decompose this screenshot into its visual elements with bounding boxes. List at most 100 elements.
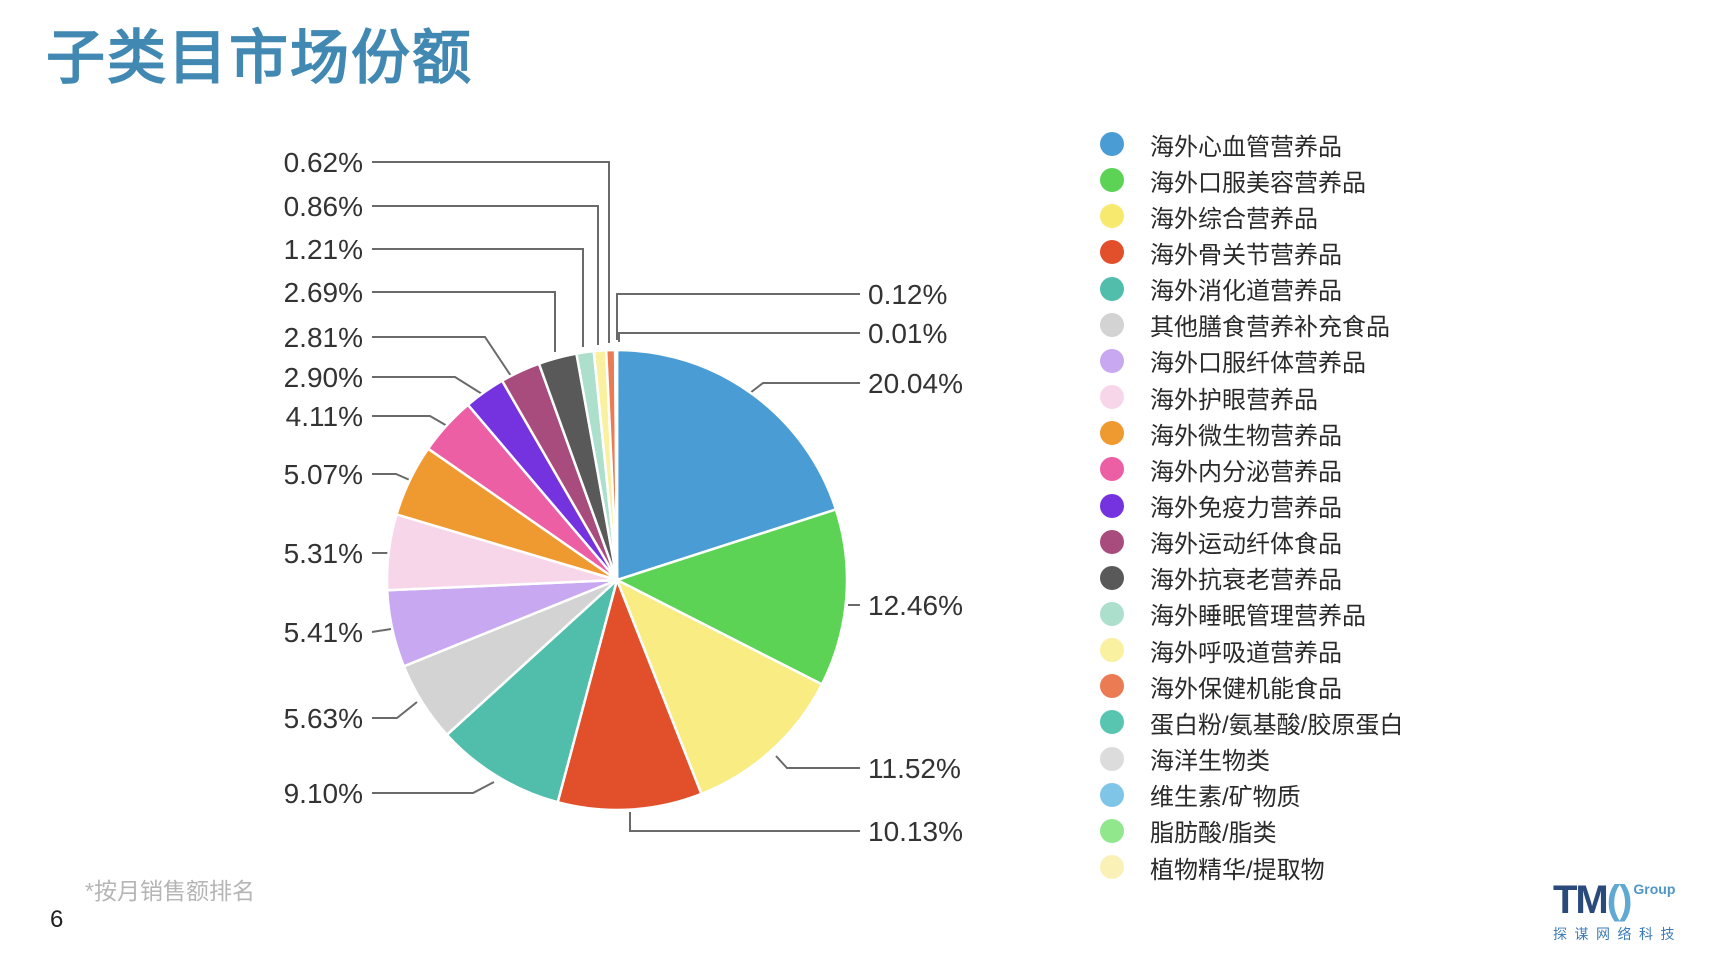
percent-label: 4.11% bbox=[286, 401, 363, 432]
legend-swatch-icon bbox=[1100, 168, 1124, 193]
legend-swatch-icon bbox=[1100, 601, 1124, 626]
legend-item-label: 海外抗衰老营养品 bbox=[1150, 567, 1342, 595]
callout-line bbox=[618, 332, 860, 342]
callout-line bbox=[372, 701, 418, 719]
legend-item: 海外睡眠管理营养品 bbox=[1100, 596, 1366, 632]
legend-item-label: 海外微生物营养品 bbox=[1150, 422, 1342, 450]
page-number: 6 bbox=[50, 906, 64, 933]
footnote: *按月销售额排名 bbox=[85, 878, 255, 904]
callout-line bbox=[775, 755, 860, 769]
legend-item-label: 维生素/矿物质 bbox=[1150, 784, 1301, 812]
legend-swatch-icon bbox=[1100, 674, 1124, 699]
percent-label: 2.81% bbox=[284, 322, 363, 353]
callout-line bbox=[372, 205, 599, 345]
callout-line bbox=[372, 161, 610, 343]
percent-label: 5.07% bbox=[284, 459, 363, 490]
legend-item: 植物精华/提取物 bbox=[1100, 849, 1325, 885]
legend-item: 维生素/矿物质 bbox=[1100, 777, 1301, 813]
pie-slices bbox=[385, 348, 849, 812]
legend-item: 海外抗衰老营养品 bbox=[1100, 560, 1342, 596]
legend-swatch-icon bbox=[1100, 782, 1124, 807]
percent-label: 5.63% bbox=[284, 703, 363, 734]
legend-item-label: 植物精华/提取物 bbox=[1150, 856, 1325, 884]
legend-item: 其他膳食营养补充食品 bbox=[1100, 307, 1390, 343]
callout-line bbox=[372, 376, 491, 400]
legend-swatch-icon bbox=[1100, 385, 1124, 410]
logo-group-text: Group bbox=[1633, 881, 1676, 897]
legend-swatch-icon bbox=[1100, 348, 1124, 373]
legend-item: 脂肪酸/脂类 bbox=[1100, 813, 1277, 849]
callout-line bbox=[372, 473, 413, 482]
legend-swatch-icon bbox=[1100, 132, 1124, 156]
legend-item-label: 海外口服美容营养品 bbox=[1150, 169, 1366, 197]
legend-item: 海外护眼营养品 bbox=[1100, 379, 1318, 415]
callout-line bbox=[372, 336, 520, 389]
callout-line bbox=[749, 382, 860, 394]
percent-label: 9.10% bbox=[284, 778, 363, 809]
percent-label: 0.86% bbox=[284, 191, 363, 222]
legend-swatch-icon bbox=[1100, 276, 1124, 301]
legend-item-label: 海外心血管营养品 bbox=[1150, 133, 1342, 161]
legend-item: 海外内分泌营养品 bbox=[1100, 451, 1342, 487]
legend-item: 海外心血管营养品 bbox=[1100, 126, 1342, 162]
legend-swatch-icon bbox=[1100, 565, 1124, 590]
legend-swatch-icon bbox=[1100, 204, 1124, 229]
legend-swatch-icon bbox=[1100, 746, 1124, 771]
legend-swatch-icon bbox=[1100, 312, 1124, 337]
legend-item-label: 海外内分泌营养品 bbox=[1150, 458, 1342, 486]
callout-line bbox=[629, 812, 860, 832]
logo-wordmark: TM () Group bbox=[1553, 878, 1723, 922]
legend-item-label: 海外综合营养品 bbox=[1150, 205, 1318, 233]
percent-label: 20.04% bbox=[868, 368, 963, 399]
pie-slice bbox=[556, 578, 703, 812]
pie-slice bbox=[615, 578, 824, 796]
legend-item-label: 脂肪酸/脂类 bbox=[1150, 820, 1277, 848]
legend-item-label: 海洋生物类 bbox=[1150, 748, 1270, 776]
legend-item: 海外口服美容营养品 bbox=[1100, 162, 1366, 198]
percent-label: 12.46% bbox=[868, 590, 963, 621]
callout-lines bbox=[371, 161, 860, 832]
legend-item: 海外微生物营养品 bbox=[1100, 415, 1342, 451]
legend: 海外心血管营养品 海外口服美容营养品 海外综合营养品 海外骨关节营养品 海外消化道营养品… bbox=[1100, 0, 1520, 966]
legend-item-label: 其他膳食营养补充食品 bbox=[1150, 314, 1390, 342]
legend-item-label: 海外呼吸道营养品 bbox=[1150, 639, 1342, 667]
callout-line bbox=[616, 293, 860, 340]
percent-label: 10.13% bbox=[868, 816, 963, 847]
percent-label: 0.12% bbox=[868, 279, 947, 310]
legend-swatch-icon bbox=[1100, 638, 1124, 663]
legend-swatch-icon bbox=[1100, 818, 1124, 843]
legend-item: 海外免疫力营养品 bbox=[1100, 488, 1342, 524]
percent-label: 2.69% bbox=[284, 277, 363, 308]
logo-tm-text: TM bbox=[1553, 878, 1609, 922]
legend-item: 蛋白粉/氨基酸/胶原蛋白 bbox=[1100, 704, 1403, 740]
percent-label: 0.62% bbox=[284, 147, 363, 178]
pie-slice bbox=[615, 348, 838, 582]
percent-label: 11.52% bbox=[868, 753, 961, 784]
legend-item-label: 海外运动纤体食品 bbox=[1150, 531, 1342, 559]
legend-swatch-icon bbox=[1100, 457, 1124, 482]
callout-line bbox=[372, 248, 584, 347]
legend-item: 海洋生物类 bbox=[1100, 741, 1270, 777]
legend-swatch-icon bbox=[1100, 855, 1124, 879]
page-title: 子类目市场份额 bbox=[46, 25, 474, 91]
callout-line bbox=[372, 415, 450, 428]
legend-item-label: 海外骨关节营养品 bbox=[1150, 241, 1342, 269]
legend-item-label: 海外睡眠管理营养品 bbox=[1150, 603, 1366, 631]
legend-swatch-icon bbox=[1100, 240, 1124, 265]
legend-item: 海外综合营养品 bbox=[1100, 198, 1318, 234]
percent-label: 5.31% bbox=[284, 538, 363, 569]
legend-swatch-icon bbox=[1100, 710, 1124, 735]
pie-slice bbox=[615, 508, 849, 686]
legend-item-label: 海外护眼营养品 bbox=[1150, 386, 1318, 414]
legend-item: 海外运动纤体食品 bbox=[1100, 524, 1342, 560]
legend-swatch-icon bbox=[1100, 493, 1124, 518]
legend-swatch-icon bbox=[1100, 529, 1124, 554]
pie-slice bbox=[445, 578, 619, 804]
percent-labels: 20.04% 12.46% 11.52% 10.13% 9.10% 5.63% 5.41% 5… bbox=[284, 147, 963, 847]
tmo-group-logo: TM () Group 探谋网络科技 bbox=[1553, 878, 1723, 944]
logo-chinese-text: 探谋网络科技 bbox=[1553, 926, 1682, 942]
logo-brackets-icon: () bbox=[1606, 878, 1633, 922]
legend-item: 海外保健机能食品 bbox=[1100, 668, 1342, 704]
